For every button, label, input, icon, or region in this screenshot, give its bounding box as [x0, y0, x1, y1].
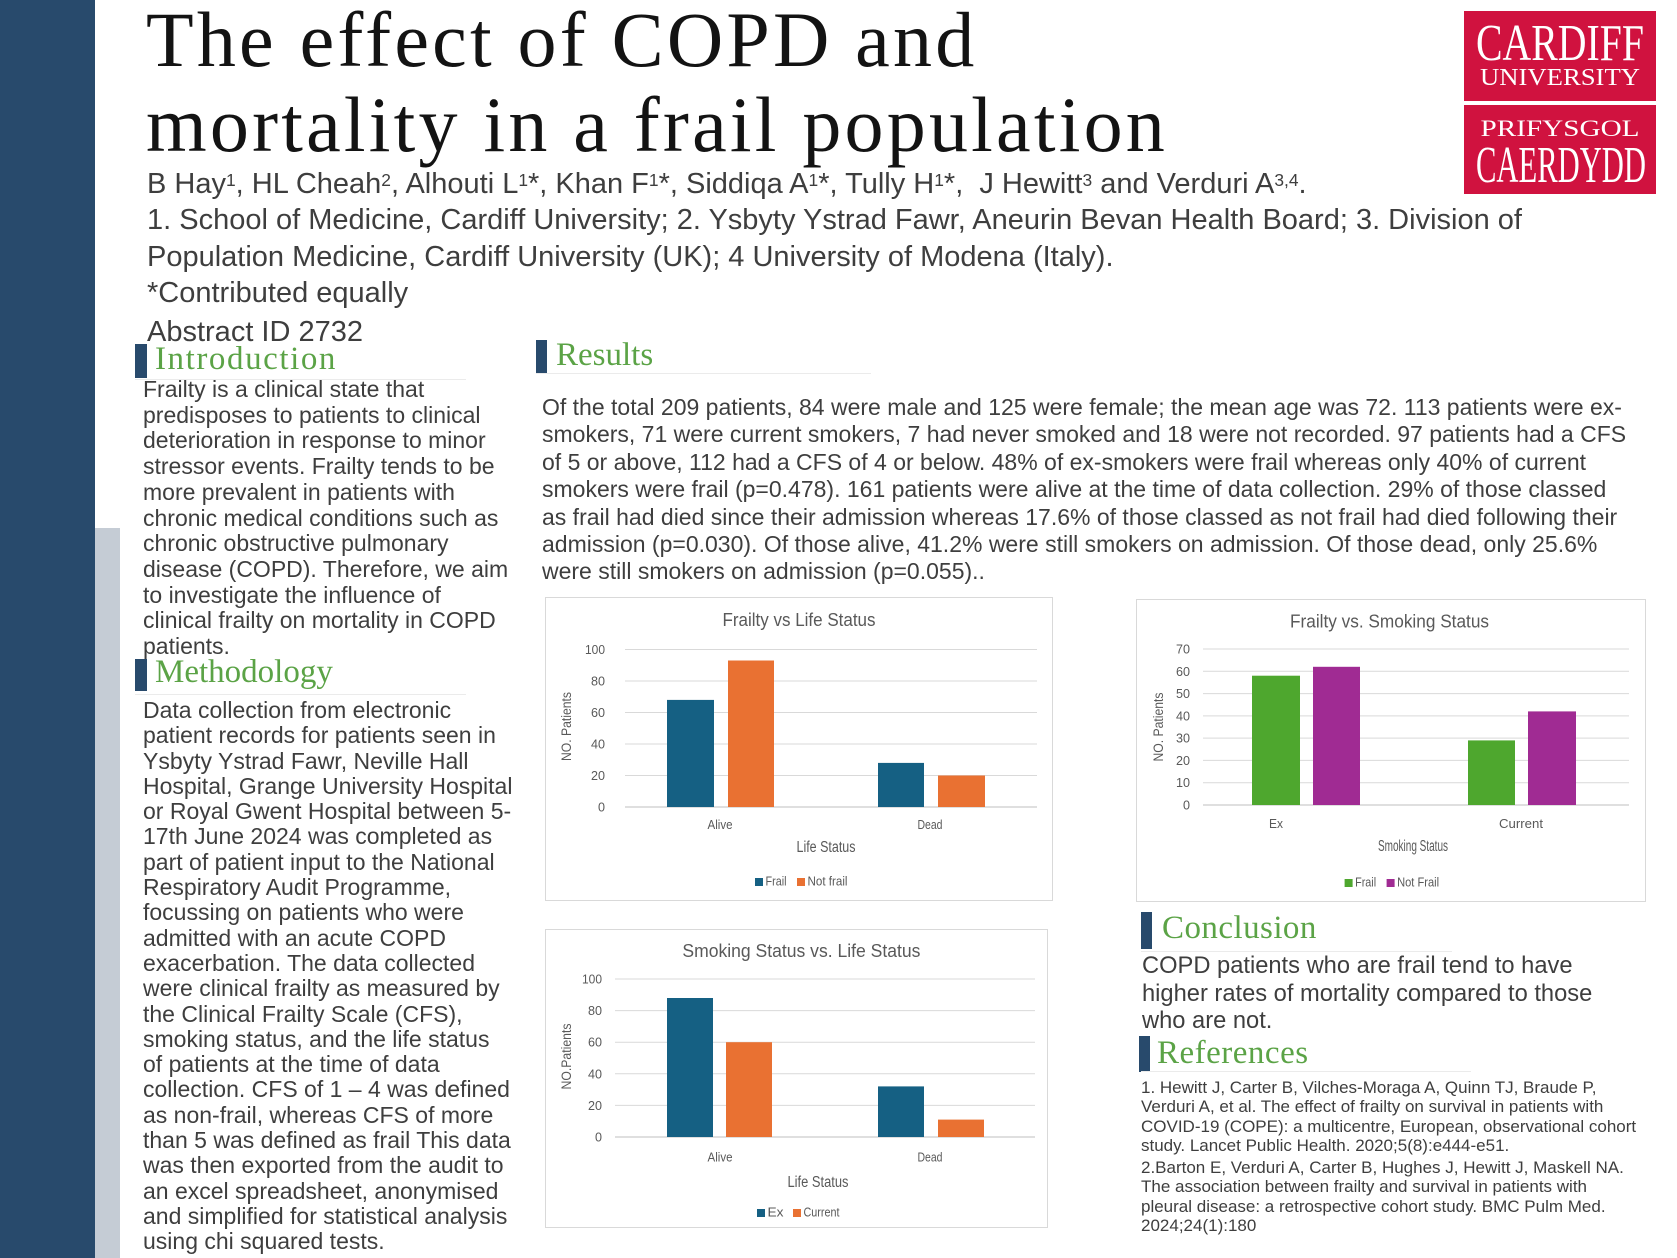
svg-text:80: 80 — [588, 1003, 602, 1018]
svg-text:30: 30 — [1176, 731, 1190, 746]
svg-text:Alive: Alive — [708, 1150, 733, 1165]
svg-text:0: 0 — [598, 800, 605, 815]
svg-text:10: 10 — [1176, 775, 1190, 790]
svg-text:Dead: Dead — [918, 817, 943, 832]
svg-text:40: 40 — [1176, 708, 1190, 723]
svg-text:20: 20 — [591, 768, 605, 783]
svg-text:Not Frail: Not Frail — [1397, 875, 1439, 890]
svg-text:20: 20 — [588, 1098, 602, 1113]
svg-text:PRIFYSGOL: PRIFYSGOL — [1481, 116, 1640, 141]
svg-text:Ex: Ex — [768, 1205, 785, 1220]
svg-text:0: 0 — [595, 1130, 602, 1145]
svg-text:Life Status: Life Status — [788, 1174, 849, 1191]
svg-text:Smoking Status vs. Life Status: Smoking Status vs. Life Status — [682, 940, 920, 961]
svg-text:Frailty vs. Smoking Status: Frailty vs. Smoking Status — [1290, 611, 1489, 632]
svg-text:40: 40 — [591, 737, 605, 752]
svg-text:0: 0 — [1183, 798, 1190, 813]
svg-text:Frail: Frail — [1355, 875, 1376, 890]
svg-text:60: 60 — [588, 1035, 602, 1050]
svg-text:Frail: Frail — [766, 874, 787, 889]
svg-text:CARDIFF: CARDIFF — [1476, 15, 1644, 72]
svg-text:100: 100 — [582, 972, 602, 987]
svg-text:Frailty vs Life Status: Frailty vs Life Status — [723, 609, 876, 630]
svg-text:Current: Current — [804, 1205, 840, 1220]
svg-text:50: 50 — [1176, 686, 1190, 701]
svg-text:100: 100 — [585, 642, 605, 657]
svg-text:NO. Patients: NO. Patients — [559, 692, 574, 761]
svg-text:Alive: Alive — [708, 817, 733, 832]
svg-text:Smoking Status: Smoking Status — [1378, 838, 1448, 855]
svg-text:Ex: Ex — [1269, 816, 1283, 831]
svg-text:80: 80 — [591, 674, 605, 689]
svg-text:Dead: Dead — [918, 1150, 943, 1165]
svg-text:CAERDYDD: CAERDYDD — [1476, 137, 1646, 194]
svg-text:NO.Patients: NO.Patients — [559, 1023, 574, 1089]
svg-text:60: 60 — [1176, 664, 1190, 679]
svg-text:NO. Patients: NO. Patients — [1151, 692, 1166, 761]
svg-text:20: 20 — [1176, 753, 1190, 768]
svg-text:Current: Current — [1499, 816, 1543, 831]
svg-text:UNIVERSITY: UNIVERSITY — [1480, 65, 1640, 91]
svg-text:70: 70 — [1176, 642, 1190, 657]
svg-text:40: 40 — [588, 1066, 602, 1081]
svg-text:60: 60 — [591, 705, 605, 720]
svg-text:Life Status: Life Status — [797, 839, 856, 856]
svg-text:Not frail: Not frail — [808, 874, 848, 889]
